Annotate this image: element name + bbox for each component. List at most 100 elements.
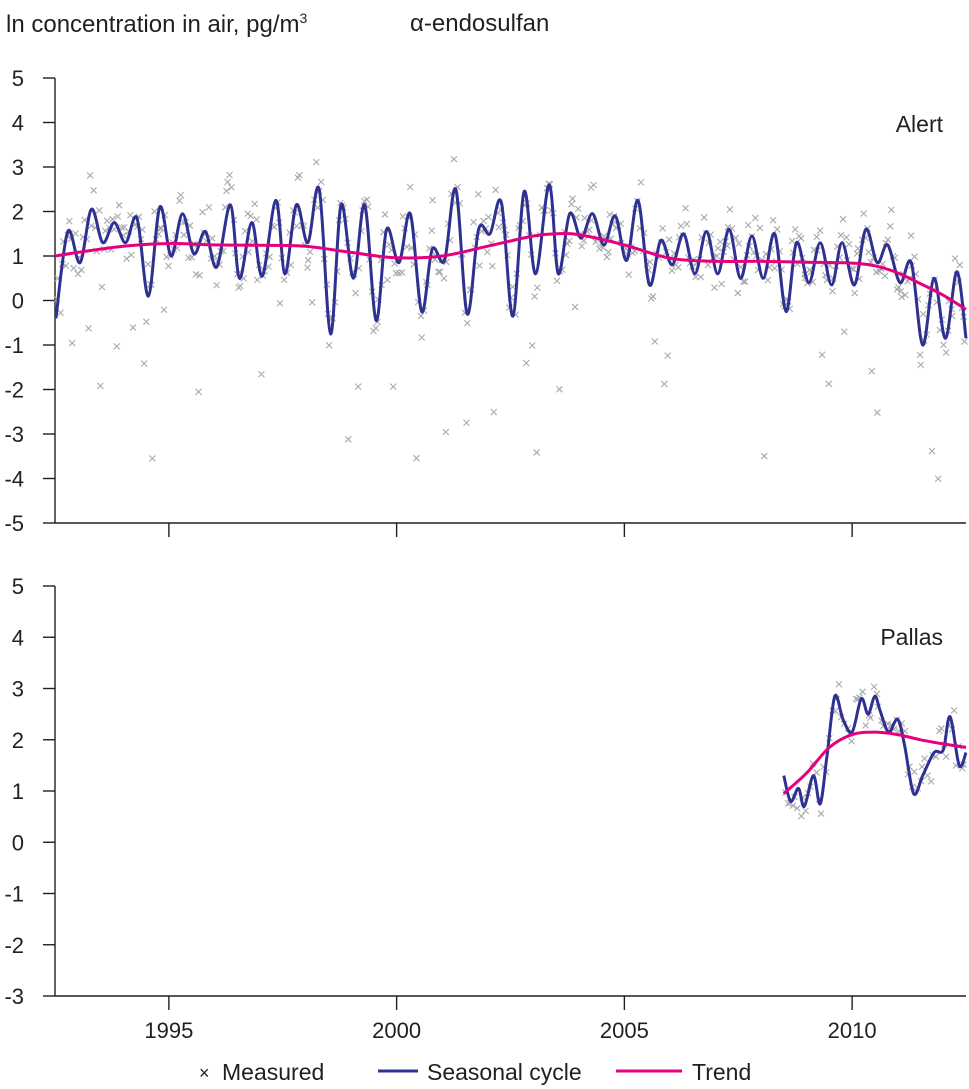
x-tick-label: 2005 [600, 1018, 649, 1043]
alert-measured-point [381, 211, 389, 218]
alert-measured-point [258, 370, 265, 378]
alert-measured-point [665, 236, 673, 243]
alert-measured-point [649, 293, 657, 300]
alert-measured-point [590, 181, 598, 189]
alert-measured-point [392, 269, 400, 277]
alert-measured-point [308, 299, 316, 306]
alert-measured-point [825, 380, 833, 388]
alert-y-tick-label: -4 [4, 467, 24, 492]
alert-measured-point [843, 234, 850, 241]
alert-measured-point [372, 324, 380, 332]
alert-measured-point [463, 319, 471, 327]
alert-measured-point [485, 213, 492, 221]
alert-measured-point [470, 218, 477, 226]
alert-measured-point [148, 455, 156, 462]
alert-measured-point [325, 341, 333, 349]
alert-measured-point [531, 293, 538, 300]
pallas-measured-point [797, 812, 805, 820]
alert-measured-point [196, 271, 203, 279]
pallas-measured-point [813, 769, 820, 776]
alert-measured-point [574, 205, 582, 213]
alert-measured-point [850, 265, 857, 273]
alert-measured-point [677, 222, 685, 230]
alert-measured-point [127, 251, 135, 259]
alert-measured-point [389, 383, 397, 391]
alert-measured-point [756, 224, 764, 232]
pallas-panel: 5 4 3 2 1 0 -1 -2 -3 Pallas [4, 574, 968, 1010]
alert-measured-point [428, 227, 436, 234]
pallas-measured-point [942, 753, 950, 761]
pallas-measured-point [848, 737, 855, 745]
alert-measured-point [463, 419, 470, 427]
alert-measured-point [157, 224, 165, 232]
alert-measured-point [940, 341, 947, 349]
alert-measured-point [413, 454, 420, 462]
alert-measured-point [429, 196, 436, 204]
alert-measured-point [764, 276, 772, 284]
pallas-measured-point [802, 807, 810, 815]
x-tick-label: 2000 [372, 1018, 421, 1043]
alert-y-tick-label: 2 [12, 200, 24, 225]
alert-measured-point [851, 289, 859, 297]
alert-measured-point [129, 324, 137, 331]
alert-measured-point [144, 260, 152, 268]
alert-measured-point [741, 278, 749, 286]
alert-measured-point [898, 293, 906, 301]
alert-measured-point [578, 242, 586, 250]
alert-measured-point [704, 261, 712, 269]
alert-measured-point [180, 231, 188, 239]
alert-measured-point [674, 263, 682, 271]
alert-measured-point [276, 299, 284, 307]
alert-measured-point [226, 171, 233, 179]
alert-measured-point [660, 380, 668, 388]
alert-measured-point [568, 200, 575, 208]
alert-measured-point [942, 349, 950, 357]
alert-measured-point [581, 214, 589, 222]
alert-measured-point [222, 187, 230, 195]
alert-measured-point [450, 155, 458, 163]
alert-y-tick-label: -5 [4, 511, 24, 536]
alert-measured-point [533, 449, 541, 456]
alert-measured-point [68, 339, 76, 347]
alert-measured-point [236, 282, 244, 290]
alert-measured-point [769, 216, 777, 224]
pallas-trend-curve [782, 730, 967, 795]
alert-measured-point [887, 206, 895, 214]
pallas-measured-point [927, 777, 935, 785]
alert-measured-point [65, 217, 73, 225]
alert-measured-point [398, 269, 406, 276]
alert-measured-point [651, 338, 659, 345]
pallas-y-tick-label: -2 [4, 933, 24, 958]
alert-measured-point [199, 208, 206, 216]
alert-measured-point [406, 183, 414, 191]
alert-measured-point [224, 178, 231, 186]
alert-measured-point [98, 283, 106, 291]
legend-measured-label: Measured [222, 1059, 324, 1085]
alert-measured-point [818, 351, 826, 359]
pallas-y-tick-label: 3 [12, 677, 24, 702]
alert-measured-point [86, 172, 94, 179]
alert-measured-point [718, 280, 726, 288]
alert-measured-point [714, 244, 722, 252]
alert-measured-point [509, 283, 517, 291]
alert-measured-point [85, 324, 93, 332]
alert-measured-point [788, 237, 796, 245]
pallas-measured-point [862, 722, 870, 729]
alert-measured-point [735, 240, 743, 247]
pallas-y-tick-label: 4 [12, 625, 24, 650]
alert-measured-point [304, 264, 311, 271]
alert-measured-point [868, 367, 876, 375]
alert-measured-point [363, 196, 371, 203]
alert-measured-point [62, 262, 70, 270]
alert-measured-point [492, 186, 500, 194]
alert-measured-point [253, 276, 261, 284]
alert-measured-point [845, 240, 853, 248]
alert-measured-point [961, 338, 968, 345]
alert-seasonal-curve [54, 183, 968, 347]
alert-measured-point [177, 191, 185, 199]
alert-y-tick-label: 0 [12, 289, 24, 314]
alert-measured-point [317, 178, 325, 186]
alert-measured-point [87, 222, 95, 230]
alert-measured-point [659, 224, 667, 232]
